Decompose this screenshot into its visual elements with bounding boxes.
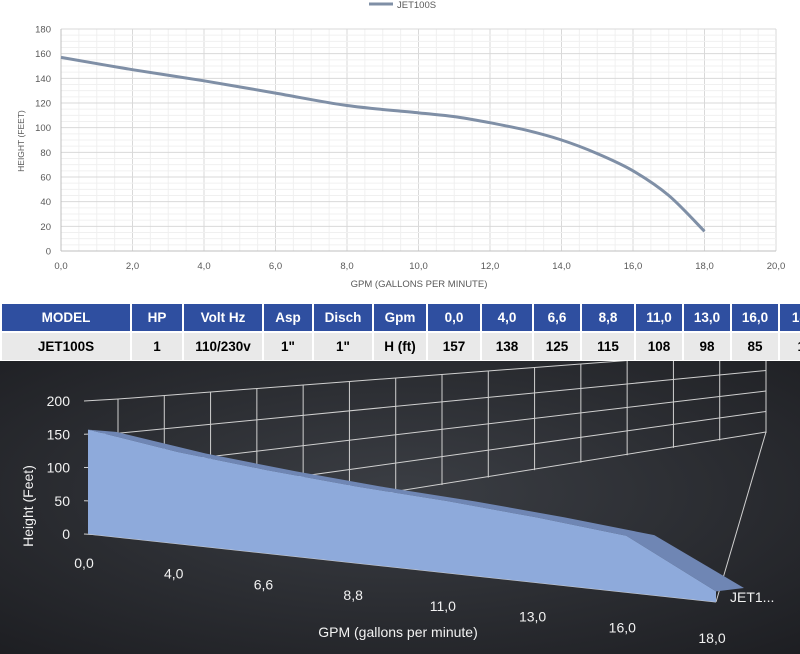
table-header-row: MODEL HP Volt Hz Asp Disch Gpm 0,0 4,0 6… [0, 302, 800, 333]
y-tick-label: 50 [54, 493, 70, 509]
cell-head-4: 138 [480, 331, 534, 362]
x-tick-label: 13,0 [519, 609, 546, 625]
performance-3d-area-chart: 0 50 100 150 200 0,0 4,0 6,6 8,8 11,0 13,0 16,0 18,… [0, 361, 800, 654]
y-tick-label: 60 [40, 173, 51, 184]
area-series [88, 429, 744, 602]
floor-right-edge [715, 431, 767, 603]
x-tick-label: 20,0 [767, 261, 786, 272]
header-gpm-16: 16,0 [730, 302, 780, 333]
top-chart-x-axis-title: GPM (GALLONS PER MINUTE) [351, 279, 488, 290]
x-tick-label: 8,8 [343, 587, 363, 603]
cell-unit: H (ft) [372, 331, 428, 362]
header-gpm-11: 11,0 [634, 302, 684, 333]
bottom-chart-series-label: JET1... [730, 589, 774, 605]
cell-head-16: 85 [730, 331, 780, 362]
cell-head-18: 16 [778, 331, 800, 362]
x-tick-label: 6,0 [269, 261, 282, 272]
top-chart-y-axis-title: HEIGHT (FEET) [16, 110, 26, 172]
x-tick-label: 8,0 [340, 261, 353, 272]
cell-disch: 1" [312, 331, 374, 362]
x-tick-label: 0,0 [54, 261, 67, 272]
y-tick-label: 140 [35, 74, 51, 85]
x-tick-label: 16,0 [609, 619, 636, 635]
y-tick-label: 0 [46, 247, 51, 258]
top-chart-x-tick-labels: 0,0 2,0 4,0 6,0 8,0 10,0 12,0 14,0 16,0 18,0 20,0 [54, 261, 785, 272]
header-gpm-0: 0,0 [426, 302, 482, 333]
spec-table: MODEL HP Volt Hz Asp Disch Gpm 0,0 4,0 6… [0, 302, 800, 362]
area-front-face [88, 429, 716, 602]
y-tick-label: 100 [35, 123, 51, 134]
series-line-jet100s [60, 55, 706, 233]
header-gpm-6-6: 6,6 [532, 302, 582, 333]
top-chart-grid [60, 28, 777, 252]
cell-head-13: 98 [682, 331, 732, 362]
bottom-chart-x-tick-labels: 0,0 4,0 6,6 8,8 11,0 13,0 16,0 18,0 [74, 555, 726, 646]
x-tick-label: 6,6 [254, 576, 274, 592]
x-tick-label: 4,0 [164, 566, 184, 582]
y-tick-label: 150 [47, 426, 71, 442]
y-tick-label: 80 [40, 148, 51, 159]
x-tick-label: 12,0 [481, 261, 500, 272]
y-tick-label: 20 [40, 222, 51, 233]
cell-head-8-8: 115 [580, 331, 636, 362]
cell-volt-hz: 110/230v [182, 331, 264, 362]
grid-line-side [83, 398, 119, 402]
bottom-chart-x-axis-title: GPM (gallons per minute) [318, 624, 478, 640]
bottom-chart-y-axis-title: Height (Feet) [20, 465, 36, 547]
legend-label: JET100S [397, 0, 436, 11]
header-gpm-8-8: 8,8 [580, 302, 636, 333]
header-hp: HP [130, 302, 184, 333]
x-tick-label: 16,0 [624, 261, 643, 272]
performance-line-chart: 0 20 40 60 80 100 120 140 160 180 0,0 2,0 4,0 6,0 8,0… [0, 0, 800, 300]
cell-asp: 1" [262, 331, 314, 362]
header-gpm-4: 4,0 [480, 302, 534, 333]
x-tick-label: 18,0 [698, 630, 725, 646]
top-chart-y-tick-labels: 0 20 40 60 80 100 120 140 160 180 [35, 25, 51, 258]
cell-head-0: 157 [426, 331, 482, 362]
y-tick-label: 0 [62, 526, 70, 542]
header-disch: Disch [312, 302, 374, 333]
x-tick-label: 0,0 [74, 555, 94, 571]
y-tick-label: 200 [47, 393, 71, 409]
bottom-chart-y-tick-labels: 0 50 100 150 200 [47, 393, 71, 542]
x-tick-label: 10,0 [409, 261, 428, 272]
x-tick-label: 11,0 [430, 598, 456, 614]
header-gpm: Gpm [372, 302, 428, 333]
x-tick-label: 4,0 [197, 261, 210, 272]
x-tick-label: 18,0 [695, 261, 714, 272]
y-tick-label: 100 [47, 460, 71, 476]
cell-head-11: 108 [634, 331, 684, 362]
header-gpm-18: 18,0 [778, 302, 800, 333]
header-asp: Asp [262, 302, 314, 333]
y-tick-label: 40 [40, 197, 51, 208]
y-tick-label: 160 [35, 49, 51, 60]
area-top-surface [88, 429, 744, 592]
table-row: JET100S 1 110/230v 1" 1" H (ft) 157 138 … [0, 331, 800, 362]
header-model: MODEL [0, 302, 132, 333]
header-gpm-13: 13,0 [682, 302, 732, 333]
header-volt-hz: Volt Hz [182, 302, 264, 333]
cell-hp: 1 [130, 331, 184, 362]
cell-model: JET100S [0, 331, 132, 362]
x-tick-label: 14,0 [552, 261, 571, 272]
y-tick-label: 180 [35, 25, 51, 36]
y-tick-label: 120 [35, 99, 51, 110]
x-tick-label: 2,0 [126, 261, 139, 272]
cell-head-6-6: 125 [532, 331, 582, 362]
